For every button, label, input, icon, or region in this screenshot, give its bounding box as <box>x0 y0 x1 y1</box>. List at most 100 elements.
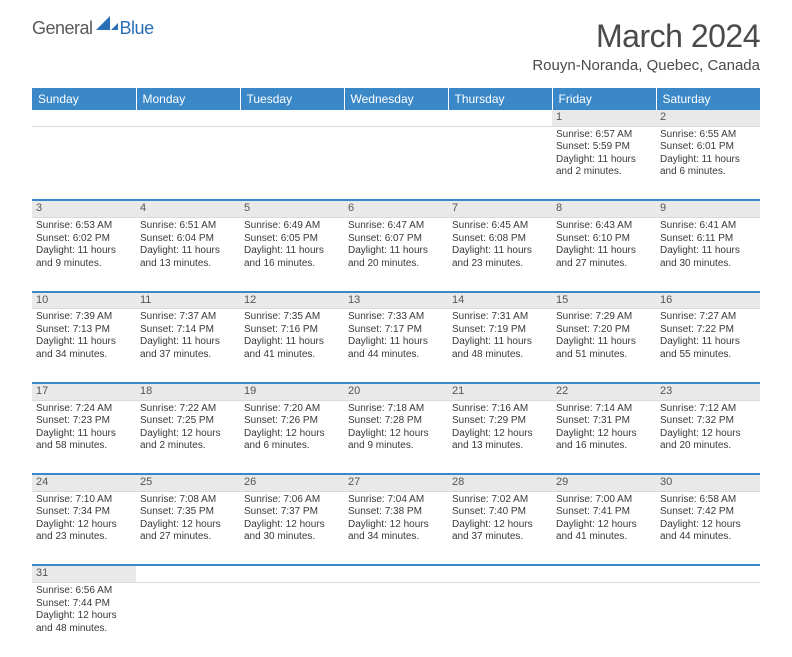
sunrise-text: Sunrise: 7:20 AM <box>244 403 340 416</box>
sunset-text: Sunset: 6:01 PM <box>660 141 756 154</box>
daylight-text: Daylight: 11 hours <box>36 336 132 349</box>
weekday-header: Saturday <box>656 88 760 110</box>
logo-sail-icon <box>96 14 118 37</box>
daylight-text: Daylight: 11 hours <box>660 245 756 258</box>
sunset-text: Sunset: 6:02 PM <box>36 233 132 246</box>
daylight-text: and 58 minutes. <box>36 440 132 453</box>
sunset-text: Sunset: 7:41 PM <box>556 506 652 519</box>
day-content-cell: Sunrise: 7:00 AMSunset: 7:41 PMDaylight:… <box>552 491 656 565</box>
daylight-text: Daylight: 11 hours <box>452 245 548 258</box>
daylight-text: Daylight: 12 hours <box>660 428 756 441</box>
daylight-text: Daylight: 11 hours <box>556 154 652 167</box>
day-number-cell: 28 <box>448 474 552 491</box>
day-number-cell <box>136 565 240 582</box>
daylight-text: Daylight: 11 hours <box>660 154 756 167</box>
sunrise-text: Sunrise: 7:14 AM <box>556 403 652 416</box>
daylight-text: Daylight: 11 hours <box>244 245 340 258</box>
day-number-cell <box>656 565 760 582</box>
day-content-cell: Sunrise: 7:16 AMSunset: 7:29 PMDaylight:… <box>448 400 552 474</box>
day-content-cell: Sunrise: 7:37 AMSunset: 7:14 PMDaylight:… <box>136 309 240 383</box>
daylight-text: Daylight: 12 hours <box>660 519 756 532</box>
day-content-row: Sunrise: 7:10 AMSunset: 7:34 PM Daylight:… <box>32 491 760 565</box>
sunrise-text: Sunrise: 7:18 AM <box>348 403 444 416</box>
sunset-text: Sunset: 7:28 PM <box>348 415 444 428</box>
daylight-text: and 23 minutes. <box>36 531 132 544</box>
day-number-cell: 7 <box>448 200 552 217</box>
title-block: March 2024 Rouyn-Noranda, Quebec, Canada <box>532 18 760 74</box>
day-content-cell: Sunrise: 6:51 AMSunset: 6:04 PMDaylight:… <box>136 218 240 292</box>
sunrise-text: Sunrise: 6:43 AM <box>556 220 652 233</box>
day-number-cell: 30 <box>656 474 760 491</box>
day-content-cell <box>240 126 344 200</box>
sunset-text: Sunset: 7:42 PM <box>660 506 756 519</box>
sunset-text: Sunset: 7:40 PM <box>452 506 548 519</box>
daylight-text: and 13 minutes. <box>140 258 236 271</box>
sunrise-text: Sunrise: 7:10 AM <box>36 494 132 507</box>
daylight-text: Daylight: 11 hours <box>660 336 756 349</box>
daylight-text: Daylight: 11 hours <box>452 336 548 349</box>
sunrise-text: Sunrise: 7:02 AM <box>452 494 548 507</box>
weekday-header: Monday <box>136 88 240 110</box>
daylight-text: and 51 minutes. <box>556 349 652 362</box>
day-content-row: Sunrise: 6:53 AMSunset: 6:02 PMDaylight:… <box>32 218 760 292</box>
daylight-text: and 6 minutes. <box>660 166 756 179</box>
sunset-text: Sunset: 7:26 PM <box>244 415 340 428</box>
daylight-text: and 41 minutes. <box>244 349 340 362</box>
day-content-cell: Sunrise: 7:27 AMSunset: 7:22 PMDaylight:… <box>656 309 760 383</box>
sunrise-text: Sunrise: 6:49 AM <box>244 220 340 233</box>
daylight-text: Daylight: 12 hours <box>348 519 444 532</box>
sunrise-text: Sunrise: 6:56 AM <box>36 585 132 598</box>
daylight-text: Daylight: 12 hours <box>452 519 548 532</box>
day-content-cell <box>552 583 656 657</box>
day-content-row: Sunrise: 7:24 AMSunset: 7:23 PMDaylight:… <box>32 400 760 474</box>
daylight-text: and 37 minutes. <box>452 531 548 544</box>
logo-text-general: General <box>32 18 93 39</box>
day-content-row: Sunrise: 6:56 AMSunset: 7:44 PMDaylight:… <box>32 583 760 657</box>
daylight-text: and 27 minutes. <box>556 258 652 271</box>
weekday-header-row: SundayMondayTuesdayWednesdayThursdayFrid… <box>32 88 760 110</box>
sunset-text: Sunset: 6:08 PM <box>452 233 548 246</box>
day-number-cell: 1 <box>552 110 656 126</box>
sunset-text: Sunset: 7:31 PM <box>556 415 652 428</box>
day-content-cell <box>240 583 344 657</box>
day-number-cell <box>344 565 448 582</box>
sunset-text: Sunset: 7:32 PM <box>660 415 756 428</box>
day-content-cell: Sunrise: 6:47 AMSunset: 6:07 PMDaylight:… <box>344 218 448 292</box>
weekday-header: Tuesday <box>240 88 344 110</box>
daylight-text: and 2 minutes. <box>140 440 236 453</box>
daylight-text: and 55 minutes. <box>660 349 756 362</box>
sunset-text: Sunset: 7:17 PM <box>348 324 444 337</box>
daylight-text: and 16 minutes. <box>244 258 340 271</box>
daylight-text: and 20 minutes. <box>660 440 756 453</box>
day-number-cell: 15 <box>552 292 656 309</box>
sunrise-text: Sunrise: 6:57 AM <box>556 129 652 142</box>
weekday-header: Thursday <box>448 88 552 110</box>
daylight-text: and 13 minutes. <box>452 440 548 453</box>
sunset-text: Sunset: 7:34 PM <box>36 506 132 519</box>
sunrise-text: Sunrise: 7:31 AM <box>452 311 548 324</box>
daylight-text: Daylight: 12 hours <box>244 519 340 532</box>
sunrise-text: Sunrise: 7:04 AM <box>348 494 444 507</box>
day-content-cell: Sunrise: 7:14 AMSunset: 7:31 PMDaylight:… <box>552 400 656 474</box>
day-content-cell: Sunrise: 7:39 AMSunset: 7:13 PMDaylight:… <box>32 309 136 383</box>
sunset-text: Sunset: 6:05 PM <box>244 233 340 246</box>
daylight-text: and 34 minutes. <box>36 349 132 362</box>
sunrise-text: Sunrise: 7:06 AM <box>244 494 340 507</box>
sunset-text: Sunset: 7:16 PM <box>244 324 340 337</box>
day-number-row: 12 <box>32 110 760 126</box>
day-content-cell: Sunrise: 6:53 AMSunset: 6:02 PMDaylight:… <box>32 218 136 292</box>
day-number-cell: 21 <box>448 383 552 400</box>
day-number-cell: 5 <box>240 200 344 217</box>
day-content-cell: Sunrise: 7:02 AMSunset: 7:40 PMDaylight:… <box>448 491 552 565</box>
day-content-cell: Sunrise: 7:04 AMSunset: 7:38 PMDaylight:… <box>344 491 448 565</box>
day-content-cell <box>344 583 448 657</box>
sunset-text: Sunset: 7:22 PM <box>660 324 756 337</box>
sunset-text: Sunset: 6:10 PM <box>556 233 652 246</box>
daylight-text: and 20 minutes. <box>348 258 444 271</box>
sunset-text: Sunset: 6:04 PM <box>140 233 236 246</box>
day-number-cell: 31 <box>32 565 136 582</box>
day-number-cell <box>32 110 136 126</box>
day-content-cell <box>344 126 448 200</box>
daylight-text: and 44 minutes. <box>348 349 444 362</box>
day-content-cell: Sunrise: 7:33 AMSunset: 7:17 PMDaylight:… <box>344 309 448 383</box>
